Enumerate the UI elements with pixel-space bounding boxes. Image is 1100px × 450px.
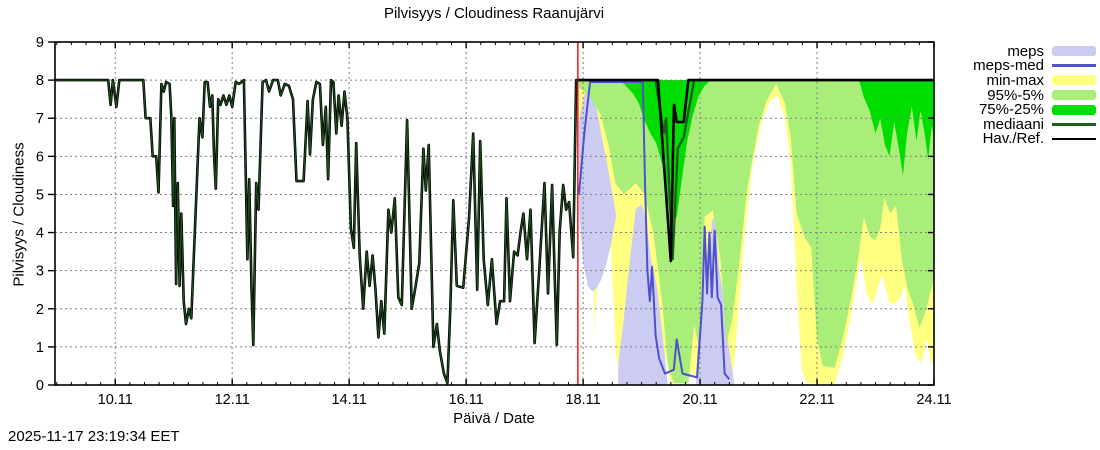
hav-ref-forecast-line [579,78,934,263]
p75-band-swatch [1052,104,1096,115]
meps-band [579,83,616,292]
legend-label: mediaani [983,115,1044,133]
p95-band-swatch [1052,90,1096,101]
meps-med-line-swatch [1052,64,1096,68]
x-tick-label: 18.11 [565,392,600,408]
x-tick-label: 22.11 [799,392,834,408]
y-tick-label: 3 [36,264,44,280]
minmax-band-swatch [1052,75,1096,86]
y-tick-label: 1 [36,340,44,356]
meps-band [618,204,668,385]
x-axis-label: Päivä / Date [453,410,535,427]
y-tick-label: 5 [36,187,44,203]
x-tick-label: 10.11 [98,392,133,408]
y-tick-label: 2 [36,302,44,318]
p75-25-band [859,80,934,176]
hav-ref-observation-line [55,78,579,385]
timestamp-label: 2025-11-17 23:19:34 EET [8,428,180,445]
legend-item-95-5: 95%-5% [940,86,1096,104]
plot-border [54,41,935,386]
x-tick-label: 20.11 [682,392,717,408]
y-tick-label: 7 [36,111,44,127]
legend-item-mediaani: mediaani [940,115,1096,133]
y-tick-label: 0 [36,378,44,394]
x-tick-label: 24.11 [916,392,951,408]
y-tick-label: 9 [36,35,44,51]
chart-title: Pilvisyys / Cloudiness Raanujärvi [383,5,605,22]
observation-median-overlay [55,79,579,384]
y-axis-label: Pilvisyys / Cloudiness [10,142,28,287]
legend-label: 95%-5% [987,86,1044,104]
x-tick-label: 16.11 [449,392,484,408]
y-tick-label: 6 [36,149,44,165]
legend-label: min-max [986,71,1044,89]
legend-item-min-max: min-max [940,71,1096,89]
x-tick-label: 14.11 [332,392,367,408]
legend-item-hav-ref: Hav./Ref. [940,130,1096,148]
legend-item-meps: meps [940,42,1096,60]
legend-label: Hav./Ref. [982,130,1044,148]
legend-item-meps-med: meps-med [940,57,1096,75]
meps-band-swatch [1052,46,1096,57]
meps-med-line [578,81,731,380]
legend-label: meps-med [973,57,1044,75]
x-tick-label: 12.11 [215,392,250,408]
hav-ref-line-swatch [1052,137,1096,141]
legend: meps meps-med min-max 95%-5% 75%-25% med… [940,42,1096,148]
legend-label: meps [1007,42,1044,60]
y-tick-label: 8 [36,73,44,89]
legend-label: 75%-25% [978,101,1044,119]
legend-item-75-25: 75%-25% [940,101,1096,119]
mediaani-line-swatch [1052,123,1096,126]
y-tick-label: 4 [36,226,44,242]
